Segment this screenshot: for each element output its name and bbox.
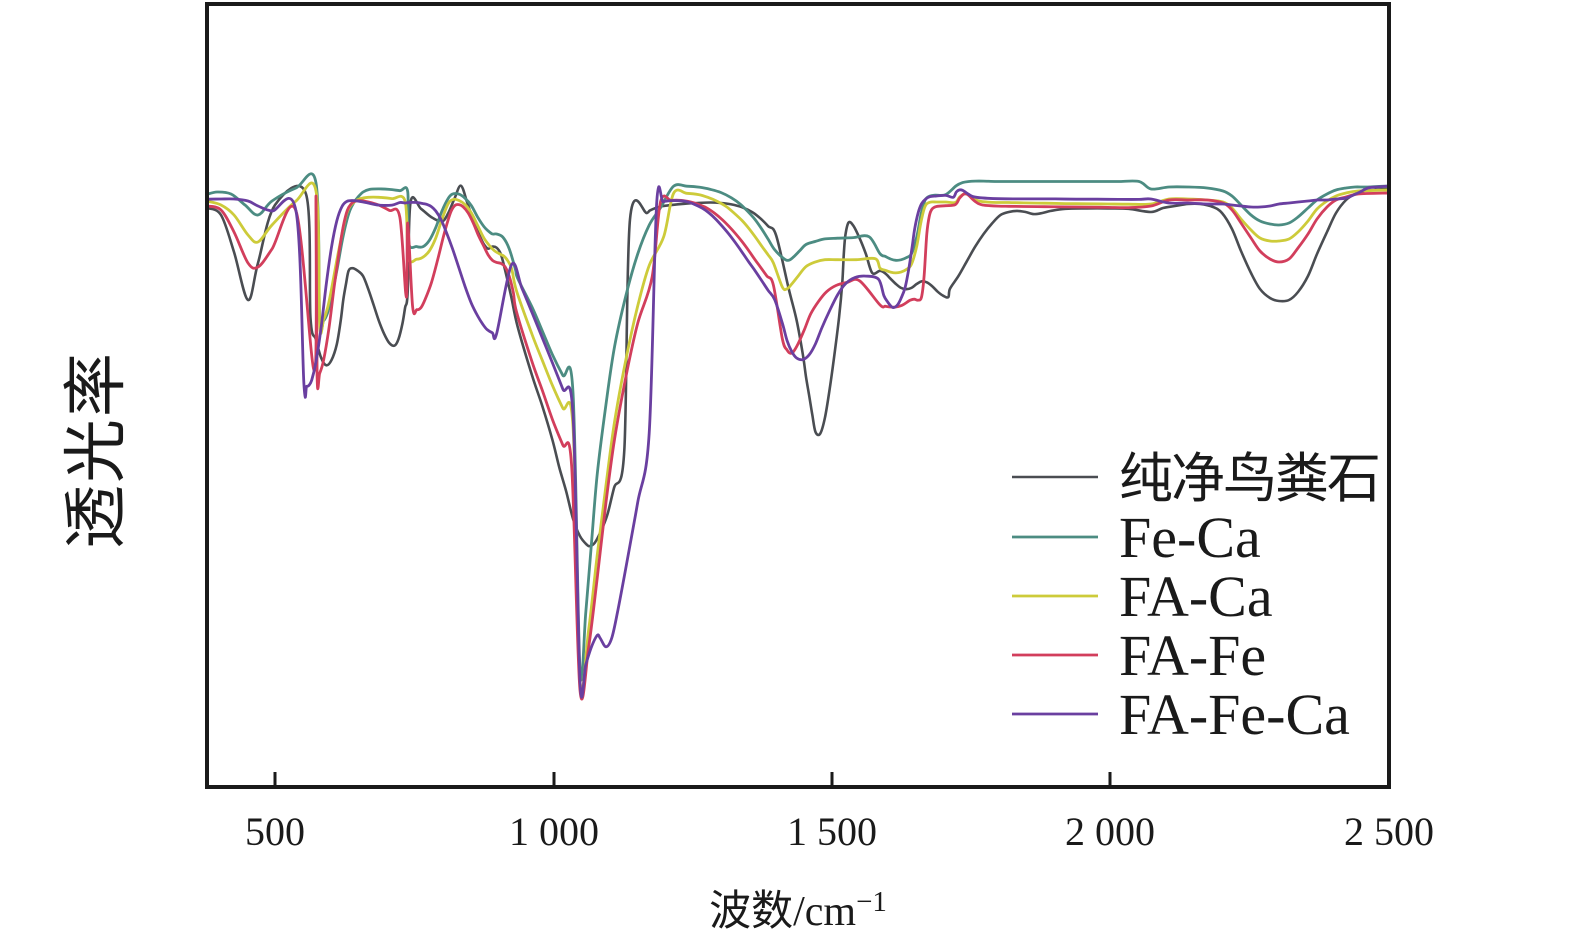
svg-text:2 500: 2 500 [1344, 809, 1434, 854]
svg-text:1 000: 1 000 [509, 809, 599, 854]
svg-text:FA-Fe-Ca: FA-Fe-Ca [1119, 682, 1350, 747]
svg-text:透光率: 透光率 [61, 351, 132, 549]
svg-text:FA-Fe: FA-Fe [1119, 623, 1266, 688]
svg-text:纯净鸟粪石: 纯净鸟粪石 [1119, 449, 1379, 509]
svg-text:500: 500 [245, 809, 305, 854]
svg-text:1 500: 1 500 [787, 809, 877, 854]
svg-text:Fe-Ca: Fe-Ca [1119, 505, 1261, 570]
svg-text:2 000: 2 000 [1065, 809, 1155, 854]
svg-text:FA-Ca: FA-Ca [1119, 564, 1273, 629]
